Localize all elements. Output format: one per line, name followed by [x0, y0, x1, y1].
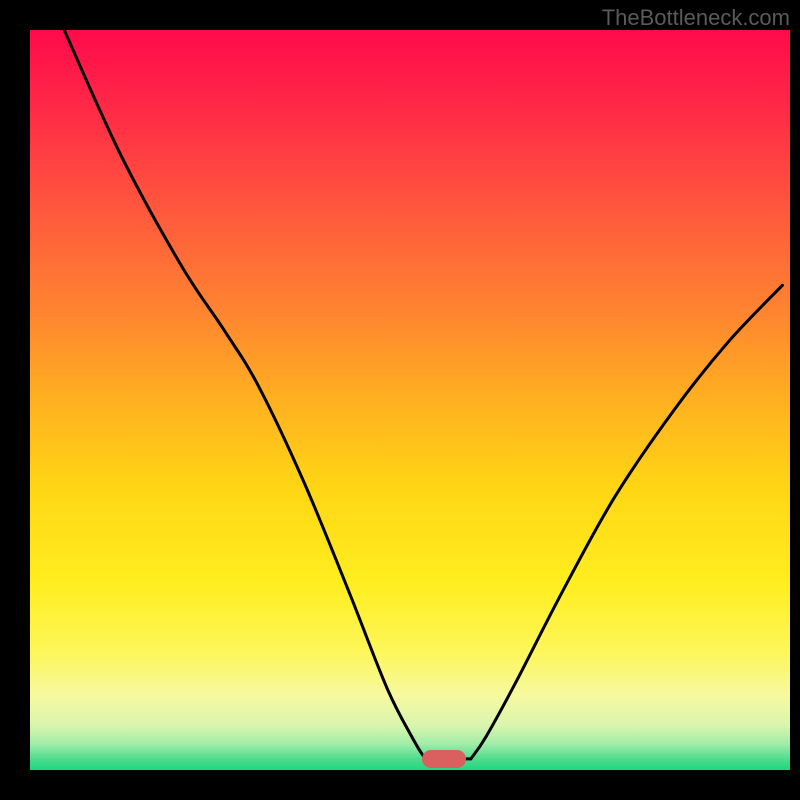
watermark-label: TheBottleneck.com	[602, 5, 790, 31]
curve-left-branch	[64, 30, 425, 759]
plot-area	[30, 30, 790, 770]
chart-container: TheBottleneck.com	[0, 0, 800, 800]
curve-right-branch	[471, 285, 783, 759]
curve-overlay	[30, 30, 790, 770]
optimal-point-marker	[422, 750, 466, 768]
